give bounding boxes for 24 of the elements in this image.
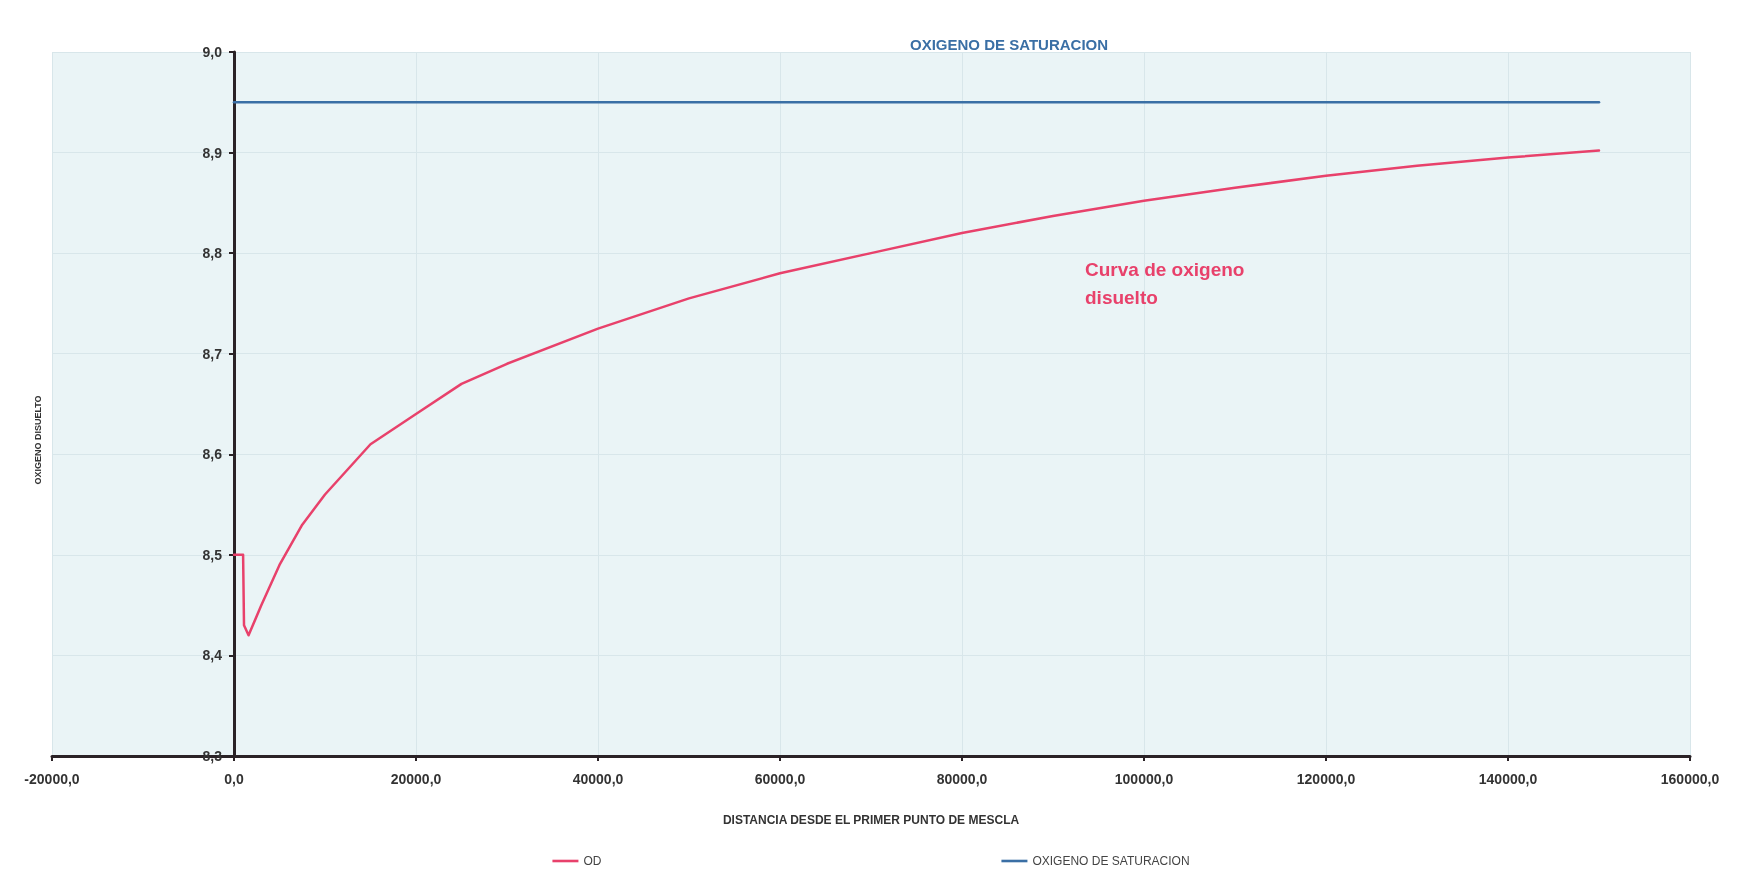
y-tick-label: 8,6 xyxy=(202,446,223,463)
x-tick-label: 140000,0 xyxy=(1478,771,1538,787)
x-tick-label: 40000,0 xyxy=(572,771,624,787)
x-tick-label: 120000,0 xyxy=(1296,771,1356,787)
x-axis-title: DISTANCIA DESDE EL PRIMER PUNTO DE MESCLA xyxy=(722,813,1020,827)
y-tick-label: 8,9 xyxy=(202,144,223,161)
y-tick-label: 8,7 xyxy=(202,345,223,362)
x-tick-label: -20000,0 xyxy=(24,771,80,787)
legend-label: OD xyxy=(583,854,602,868)
x-tick-label: 0,0 xyxy=(224,771,244,787)
y-axis-title: OXIGENO DISUELTO xyxy=(33,395,43,485)
x-tick-label: 60000,0 xyxy=(754,771,806,787)
line-series xyxy=(232,149,1601,637)
y-tick-label: 8,8 xyxy=(202,245,223,262)
x-tick-label: 100000,0 xyxy=(1114,771,1174,787)
y-tick-label: 8,5 xyxy=(202,546,223,563)
y-tick-label: 8,4 xyxy=(202,647,223,664)
legend-label: OXIGENO DE SATURACION xyxy=(1032,854,1190,868)
x-tick-label: 20000,0 xyxy=(390,771,442,787)
y-tick-label: 9,0 xyxy=(202,44,223,60)
annotation: OXIGENO DE SATURACION xyxy=(910,35,1109,53)
x-tick-label: 80000,0 xyxy=(936,771,988,787)
annotation: Curva de oxigeno disuelto xyxy=(1085,258,1250,308)
x-tick-label: 160000,0 xyxy=(1660,771,1720,787)
